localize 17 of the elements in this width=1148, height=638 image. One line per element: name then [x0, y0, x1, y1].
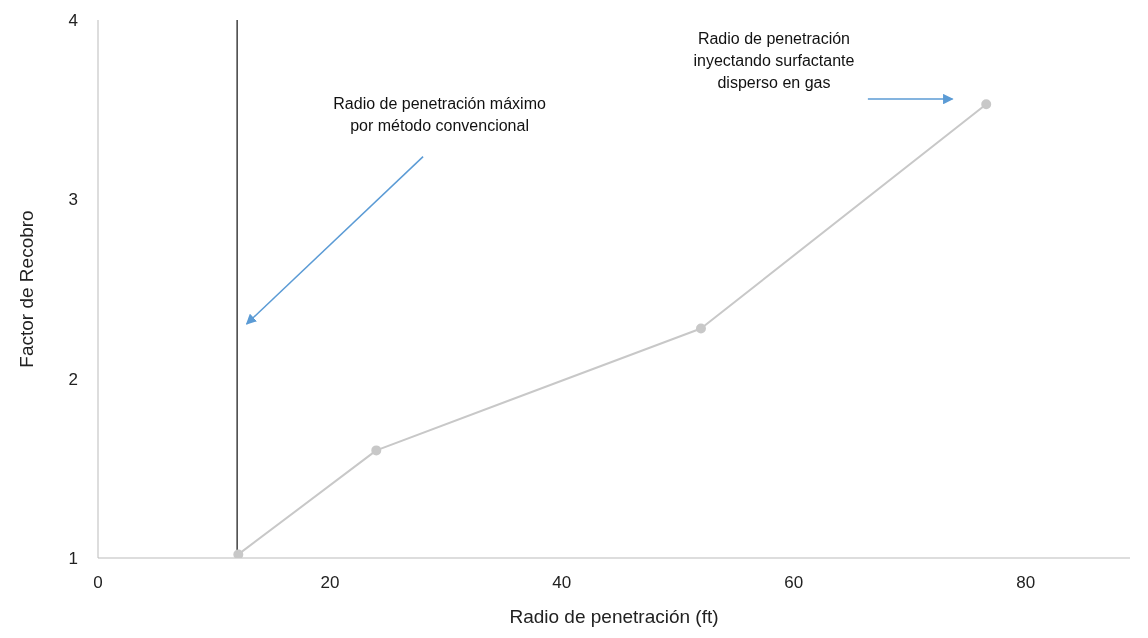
- y-tick-label: 3: [68, 190, 78, 210]
- x-tick-label: 20: [320, 573, 340, 593]
- y-tick-label: 1: [68, 549, 78, 569]
- y-tick-label: 4: [68, 11, 78, 31]
- x-tick-label: 0: [93, 573, 103, 593]
- y-tick-label: 2: [68, 369, 78, 389]
- x-axis-title: Radio de penetración (ft): [509, 606, 719, 627]
- x-tick-label: 80: [1016, 573, 1036, 593]
- point: [233, 549, 244, 558]
- annotation: Radio de penetración máximo por método convencional: [333, 94, 546, 134]
- point: [695, 323, 706, 334]
- point: [371, 445, 382, 456]
- x-tick-label: 40: [552, 573, 572, 593]
- y-axis-title: Factor de Recobro: [15, 210, 37, 368]
- x-tick-label: 60: [784, 573, 804, 593]
- annotation: Radio de penetración inyectando surfactante disperso en gas: [693, 30, 855, 92]
- point: [981, 99, 992, 110]
